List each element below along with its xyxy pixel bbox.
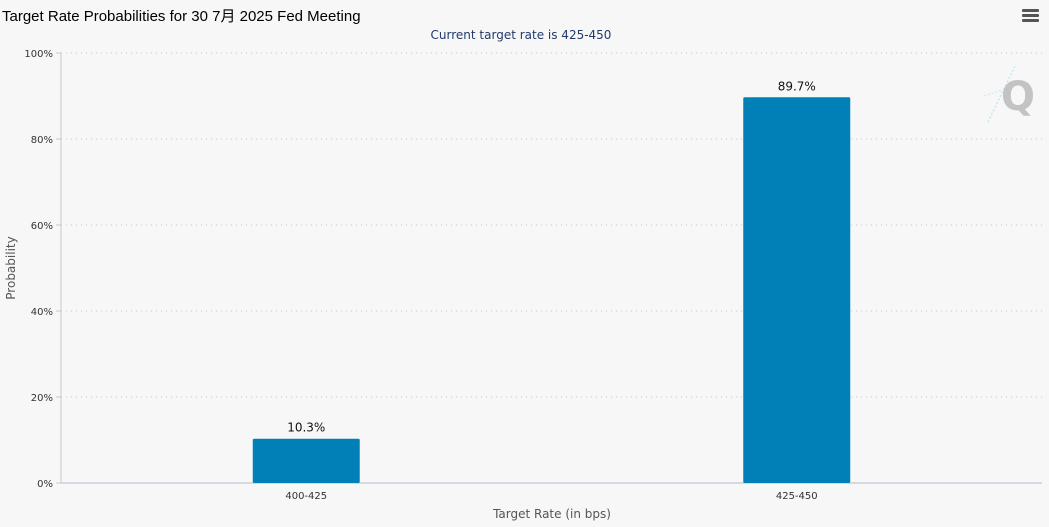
hamburger-menu-icon[interactable] <box>1022 9 1039 23</box>
bar-data-label: 89.7% <box>778 79 816 93</box>
bar-425-450[interactable] <box>743 97 851 483</box>
bar-400-425[interactable] <box>252 438 360 483</box>
y-tick-labels: 0% 20% 40% 60% 80% 100% <box>24 49 61 490</box>
x-axis-title: Target Rate (in bps) <box>492 507 611 521</box>
bar-data-label: 10.3% <box>287 421 325 435</box>
y-tick-label: 0% <box>37 479 53 490</box>
x-tick-label: 425-450 <box>776 491 818 502</box>
y-tick-label: 80% <box>31 135 53 146</box>
y-tick-label: 100% <box>24 49 53 60</box>
svg-text:Q: Q <box>1001 74 1035 120</box>
y-tick-label: 60% <box>31 221 53 232</box>
chart-title: Target Rate Probabilities for 30 7月 2025… <box>2 8 361 25</box>
bars: 10.3% 89.7% <box>252 79 851 483</box>
x-tick-labels: 400-425 425-450 <box>285 491 817 502</box>
y-axis-title: Probability <box>4 236 18 299</box>
grid-lines <box>61 52 1042 398</box>
axes <box>60 53 1042 484</box>
y-tick-label: 20% <box>31 393 53 404</box>
x-tick-label: 400-425 <box>285 491 327 502</box>
y-tick-label: 40% <box>31 307 53 318</box>
chart-subtitle: Current target rate is 425-450 <box>430 28 612 42</box>
q-logo-icon: Q <box>983 63 1035 123</box>
